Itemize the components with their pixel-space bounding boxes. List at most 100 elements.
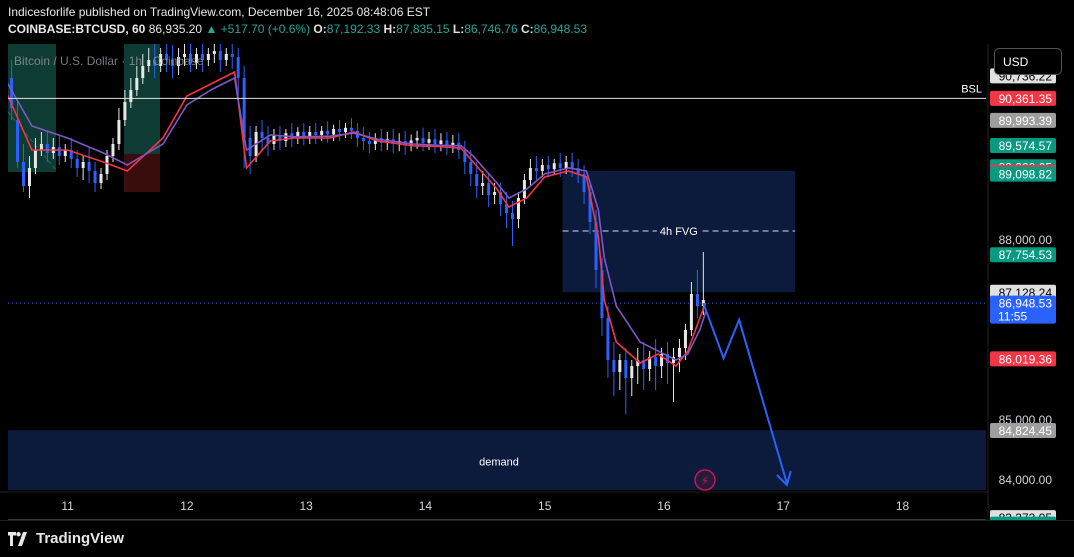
- candle-body: [677, 348, 681, 357]
- price-chart[interactable]: 4h FVGdemandBSLSSLBitcoin / U.S. Dollar …: [0, 0, 1074, 520]
- history-zone-red: [124, 154, 160, 192]
- candle: [260, 120, 264, 150]
- candle: [141, 54, 145, 84]
- candle-body: [528, 168, 532, 180]
- candle-body: [171, 60, 175, 66]
- candle-body: [618, 360, 622, 372]
- candle-body: [666, 354, 670, 363]
- candle-body: [415, 138, 419, 141]
- candle-body: [576, 168, 580, 174]
- candle-body: [147, 60, 151, 66]
- price-label-tag: 89,574.57: [990, 138, 1056, 154]
- candle-body: [594, 222, 598, 270]
- candle: [153, 44, 157, 78]
- candle-body: [606, 318, 610, 360]
- price-label-bg: [990, 516, 1056, 520]
- candle-body: [296, 132, 300, 138]
- candle-body: [87, 162, 91, 171]
- candle-body: [117, 120, 121, 144]
- candle: [695, 270, 699, 318]
- candle-body: [648, 357, 652, 369]
- candle-body: [206, 54, 210, 60]
- candle-body: [487, 183, 491, 195]
- candle-body: [409, 140, 413, 146]
- candle-body: [630, 366, 634, 378]
- candle: [576, 159, 580, 183]
- price-label-bg: [990, 423, 1056, 439]
- price-label-bg: [990, 295, 1056, 324]
- candle-body: [636, 360, 640, 366]
- tradingview-brand: TradingView: [36, 530, 125, 547]
- tradingview-logo[interactable]: TradingView: [8, 530, 124, 547]
- candle: [624, 348, 628, 414]
- candle-body: [522, 180, 526, 198]
- candle-body: [475, 174, 479, 186]
- x-tick-label: 12: [180, 499, 194, 513]
- candle-body: [284, 133, 288, 141]
- low-label: L:: [452, 22, 465, 36]
- candle: [528, 159, 532, 186]
- candle-body: [27, 168, 31, 186]
- candle-body: [672, 357, 676, 363]
- candle-body: [183, 54, 187, 57]
- candle-body: [22, 162, 26, 186]
- candle-body: [314, 132, 318, 135]
- candle: [147, 48, 151, 72]
- candle-body: [451, 142, 455, 146]
- x-tick-label: 18: [896, 499, 910, 513]
- candle-body: [63, 150, 67, 156]
- candle: [123, 90, 127, 126]
- price-label-bg: [990, 90, 1056, 106]
- candle: [338, 120, 342, 141]
- moving-average-0: [8, 70, 707, 368]
- demand-label: demand: [479, 457, 519, 469]
- candle: [672, 348, 676, 402]
- history-diagonal: [8, 111, 57, 171]
- candle: [177, 48, 181, 75]
- candle-body: [582, 174, 586, 192]
- candle-body: [445, 140, 449, 146]
- candle-body: [200, 54, 204, 60]
- candle-body: [129, 90, 133, 102]
- candle-body: [564, 162, 568, 168]
- candle-body: [505, 204, 509, 213]
- candle: [183, 44, 187, 66]
- candle: [135, 66, 139, 96]
- footer-bar: [0, 520, 1074, 557]
- publish-info: Indicesforlife published on TradingView.…: [8, 5, 431, 19]
- price-label-text: 83,373.05: [999, 511, 1053, 520]
- currency-button[interactable]: USD: [994, 48, 1062, 75]
- x-tick-label: 17: [777, 499, 791, 513]
- candle: [409, 134, 413, 152]
- candle-body: [224, 54, 228, 60]
- candle-body: [290, 133, 294, 138]
- last-price: 86,935.20: [148, 22, 203, 36]
- candle: [39, 132, 43, 156]
- candle-body: [105, 156, 109, 174]
- candle-body: [135, 78, 139, 90]
- candle: [612, 342, 616, 396]
- candle-body: [218, 51, 222, 60]
- candle-body: [540, 165, 544, 171]
- price-label-tag: 90,361.35: [990, 90, 1056, 106]
- x-tick-label: 11: [61, 499, 74, 513]
- symbol-label[interactable]: COINBASE:BTCUSD, 60: [8, 22, 146, 36]
- candle-body: [332, 129, 336, 135]
- candle: [421, 127, 425, 152]
- price-label-text: 84,824.45: [999, 424, 1053, 438]
- candle-body: [660, 354, 664, 366]
- candle-body: [33, 150, 37, 168]
- candle-body: [511, 213, 515, 219]
- candle-body: [344, 127, 348, 132]
- candle: [302, 123, 306, 146]
- candle-body: [39, 144, 43, 150]
- price-label-bg: [990, 351, 1056, 367]
- plot-area: 4h FVG demand: [8, 44, 986, 490]
- candle: [129, 78, 133, 108]
- candle: [117, 108, 121, 150]
- change-up-icon: ▲: [205, 22, 218, 36]
- candle-body: [612, 360, 616, 372]
- candle: [332, 124, 336, 141]
- candle: [373, 133, 377, 150]
